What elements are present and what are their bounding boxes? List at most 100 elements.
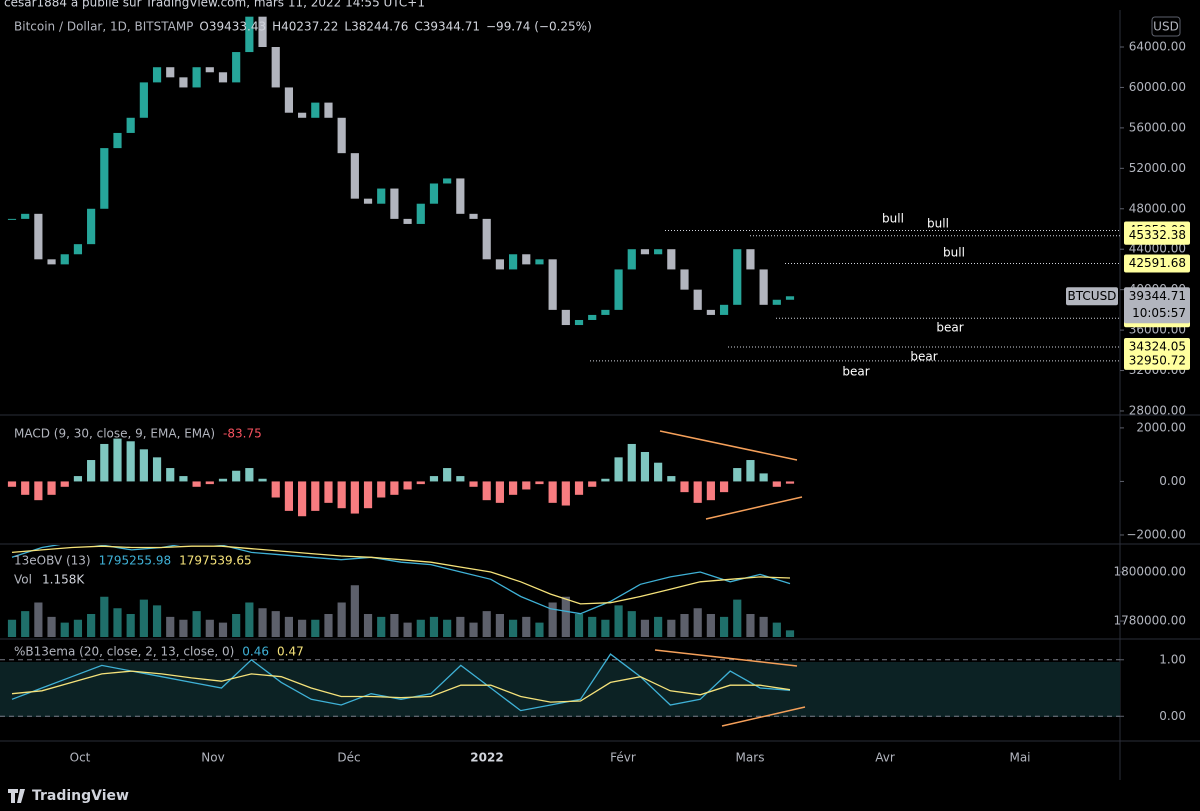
- volume-bar: [363, 614, 373, 637]
- histogram-bar: [601, 478, 610, 482]
- annotation: bull: [943, 246, 965, 260]
- trend-line: [654, 649, 798, 667]
- candle: [337, 117, 346, 154]
- candle: [192, 67, 201, 88]
- histogram-bar: [785, 481, 795, 484]
- level-box: [1124, 338, 1190, 357]
- histogram-bar: [654, 462, 663, 482]
- histogram-bar: [34, 481, 43, 501]
- histogram-bar: [495, 481, 504, 503]
- volume-bar: [73, 619, 83, 637]
- candle: [535, 259, 544, 265]
- volume-bar: [350, 585, 359, 637]
- volume-bar: [746, 614, 755, 637]
- histogram-bar: [469, 481, 478, 487]
- y-tick-label: 28000.00: [1129, 403, 1186, 417]
- histogram-bar: [667, 476, 676, 482]
- candle: [166, 67, 175, 78]
- x-tick-label: Oct: [70, 751, 91, 765]
- ohlc: O39433.43: [199, 20, 266, 34]
- volume-bar: [152, 605, 162, 637]
- histogram-bar: [324, 481, 333, 503]
- level-label: 42591.68: [1129, 256, 1186, 270]
- y-tick-label: 56000.00: [1129, 120, 1186, 134]
- candle: [245, 16, 254, 53]
- histogram-bar: [561, 481, 570, 506]
- histogram-bar: [614, 457, 623, 482]
- volume-bar: [522, 616, 531, 637]
- indicator-value: 0.47: [277, 645, 304, 659]
- line: [11, 545, 791, 615]
- histogram-bar: [416, 481, 425, 485]
- candle: [548, 259, 557, 310]
- histogram-bar: [113, 438, 122, 482]
- candle: [746, 249, 755, 270]
- x-tick-label: Nov: [201, 751, 224, 765]
- volume-bar: [100, 596, 109, 637]
- volume-bar: [561, 596, 570, 637]
- histogram-bar: [218, 478, 228, 482]
- histogram-bar: [508, 481, 518, 495]
- volume-bar: [60, 622, 69, 637]
- level-box: [1124, 351, 1190, 370]
- candle: [495, 259, 504, 270]
- candle: [390, 188, 399, 219]
- candle: [416, 203, 425, 224]
- candle: [139, 82, 148, 118]
- candle: [73, 244, 83, 255]
- y-tick-label: 1780000.00: [1113, 614, 1186, 628]
- y-tick-label: 52000.00: [1129, 161, 1186, 175]
- footer: TradingView: [32, 788, 129, 804]
- countdown: 10:05:57: [1132, 306, 1186, 320]
- candle: [627, 249, 636, 270]
- candle: [614, 269, 623, 310]
- ohlc: C39344.71: [414, 20, 480, 34]
- indicator-title: %B13ema (20, close, 2, 13, close, 0): [14, 645, 234, 659]
- histogram-bar: [377, 481, 386, 498]
- volume-bar: [311, 619, 320, 637]
- volume-bar: [508, 619, 518, 637]
- volume-bar: [456, 616, 465, 637]
- volume-bar: [482, 611, 491, 637]
- indicator-value: 1797539.65: [179, 554, 252, 568]
- histogram-bar: [522, 481, 531, 490]
- histogram-bar: [60, 481, 69, 487]
- ohlc: L38244.76: [344, 20, 408, 34]
- candle: [324, 102, 333, 118]
- volume-bar: [733, 599, 742, 637]
- histogram-bar: [245, 468, 254, 482]
- volume-bar: [139, 599, 148, 637]
- y-tick-label: 64000.00: [1129, 40, 1186, 54]
- volume-bar: [601, 619, 610, 637]
- currency[interactable]: USD: [1153, 20, 1179, 34]
- logo: [8, 789, 25, 803]
- y-tick-label: 48000.00: [1129, 201, 1186, 215]
- volume-bar: [245, 602, 254, 637]
- volume-bar: [706, 614, 715, 637]
- volume-bar: [443, 619, 452, 637]
- candle: [403, 218, 412, 224]
- histogram-bar: [588, 481, 597, 487]
- histogram-bar: [152, 457, 162, 482]
- candle: [456, 178, 465, 214]
- candle: [429, 183, 439, 204]
- annotation: bear: [910, 350, 937, 364]
- volume-bar: [667, 619, 676, 637]
- symbol-box: [1066, 287, 1118, 306]
- y-tick-label: −2000.00: [1126, 527, 1186, 541]
- currency-box[interactable]: [1151, 16, 1181, 37]
- indicator-title: MACD (9, 30, close, 9, EMA, EMA): [14, 427, 215, 441]
- indicator-value: 1795255.98: [99, 554, 172, 568]
- histogram-bar: [390, 481, 399, 495]
- volume-bar: [390, 614, 399, 637]
- volume-bar: [627, 611, 636, 637]
- volume-bar: [574, 614, 584, 637]
- indicator-value: 1.158K: [42, 573, 85, 587]
- candle: [574, 319, 584, 326]
- x-tick-label: Févr: [610, 751, 636, 765]
- histogram-bar: [337, 481, 346, 509]
- volume-bar: [284, 616, 294, 637]
- candle: [87, 208, 96, 245]
- volume-bar: [588, 616, 597, 637]
